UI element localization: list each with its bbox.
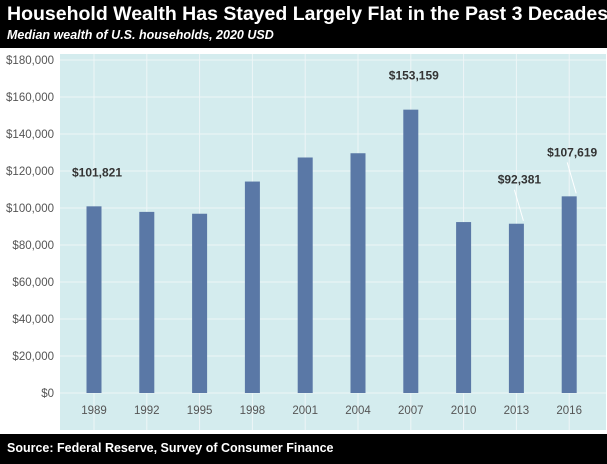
x-tick-label: 1995 — [187, 405, 213, 417]
x-tick-label: 2007 — [398, 405, 424, 417]
bar-chart: $0 $20,000 $40,000 $60,000 $80,000 $100,000 $1… — [6, 54, 606, 430]
x-tick-label: 2010 — [451, 405, 477, 417]
annotation-leader — [513, 189, 524, 221]
bar-1995 — [192, 213, 208, 393]
chart-title: Household Wealth Has Stayed Largely Flat… — [7, 3, 607, 25]
x-tick-label: 1998 — [240, 405, 266, 417]
chart-subtitle: Median wealth of U.S. households, 2020 U… — [7, 28, 274, 42]
chart-area: $0 $20,000 $40,000 $60,000 $80,000 $100,000 $1… — [0, 48, 607, 432]
bar-2010 — [456, 222, 472, 393]
x-tick-label: 2016 — [556, 405, 582, 417]
y-tick-label: $0 — [41, 388, 54, 400]
header-banner: Household Wealth Has Stayed Largely Flat… — [0, 0, 607, 48]
footer-banner: Source: Federal Reserve, Survey of Consu… — [0, 434, 607, 464]
y-tick-label: $20,000 — [12, 351, 54, 363]
y-tick-label: $160,000 — [6, 92, 54, 104]
y-tick-label: $180,000 — [6, 55, 54, 67]
x-tick-label: 2004 — [345, 405, 371, 417]
bar-2013 — [508, 223, 524, 393]
data-label-2013: $92,381 — [498, 173, 542, 187]
data-label-2016: $107,619 — [547, 145, 597, 159]
bar-2001 — [297, 157, 313, 393]
x-tick-label: 1989 — [81, 405, 107, 417]
x-tick-label: 2001 — [292, 405, 318, 417]
x-tick-label: 2013 — [504, 405, 530, 417]
x-tick-label: 1992 — [134, 405, 160, 417]
bar-2016 — [561, 196, 577, 393]
bar-1998 — [244, 181, 260, 393]
y-tick-label: $60,000 — [12, 277, 54, 289]
bar-1989 — [86, 206, 102, 393]
data-label-2007: $153,159 — [389, 69, 439, 83]
y-tick-label: $140,000 — [6, 129, 54, 141]
bar-2004 — [350, 153, 366, 393]
annotation-leader — [566, 162, 577, 194]
y-tick-label: $120,000 — [6, 166, 54, 178]
y-tick-label: $80,000 — [12, 240, 54, 252]
data-label-1989: $101,821 — [72, 165, 122, 179]
y-tick-label: $40,000 — [12, 314, 54, 326]
bar-1992 — [139, 211, 155, 393]
source-note: Source: Federal Reserve, Survey of Consu… — [7, 441, 334, 455]
y-tick-label: $100,000 — [6, 203, 54, 215]
bar-2007 — [403, 109, 419, 393]
